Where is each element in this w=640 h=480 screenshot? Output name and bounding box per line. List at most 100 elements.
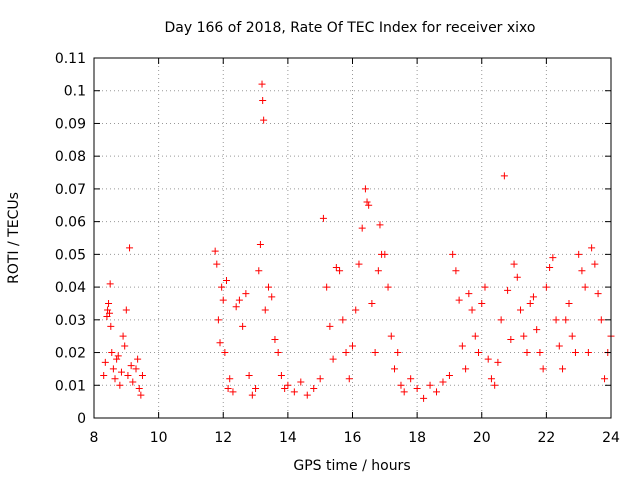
y-tick-label: 0.1	[64, 84, 86, 100]
x-tick-label: 18	[408, 430, 426, 446]
data-point	[601, 375, 609, 383]
data-point	[475, 349, 483, 357]
data-point	[274, 349, 282, 357]
data-point	[497, 316, 505, 324]
data-point	[127, 362, 135, 370]
data-point	[391, 365, 399, 373]
data-point	[491, 381, 499, 389]
data-points	[100, 80, 615, 402]
data-point	[281, 385, 289, 393]
data-point	[303, 391, 311, 399]
data-point	[119, 332, 127, 340]
data-point	[449, 250, 457, 258]
data-point	[259, 97, 267, 105]
data-point	[132, 365, 140, 373]
data-point	[104, 306, 112, 314]
data-point	[487, 375, 495, 383]
data-point	[211, 247, 219, 255]
data-point	[109, 365, 117, 373]
data-point	[316, 375, 324, 383]
data-point	[571, 349, 579, 357]
data-point	[214, 316, 222, 324]
data-point	[106, 309, 114, 317]
data-point	[559, 365, 567, 373]
data-point	[255, 267, 263, 275]
y-tick-label: 0.07	[55, 182, 86, 198]
data-point	[252, 385, 260, 393]
data-point	[407, 375, 415, 383]
data-point	[137, 391, 145, 399]
data-point	[481, 283, 489, 291]
data-point	[397, 381, 405, 389]
y-axis-label: ROTI / TECUs	[6, 192, 22, 284]
data-point	[297, 378, 305, 386]
data-point	[277, 371, 285, 379]
data-point	[591, 260, 599, 268]
x-tick-label: 12	[214, 430, 232, 446]
data-point	[213, 260, 221, 268]
data-point	[114, 352, 122, 360]
data-point	[597, 316, 605, 324]
data-point	[138, 371, 146, 379]
data-point	[575, 250, 583, 258]
data-point	[116, 381, 124, 389]
data-point	[500, 172, 508, 180]
data-point	[445, 371, 453, 379]
data-point	[355, 260, 363, 268]
data-point	[108, 349, 116, 357]
data-point	[478, 299, 486, 307]
data-point	[271, 335, 279, 343]
data-point	[452, 267, 460, 275]
data-point	[368, 299, 376, 307]
axis-ticks	[93, 57, 612, 419]
data-point	[106, 280, 114, 288]
data-point	[239, 322, 247, 330]
data-point	[420, 394, 428, 402]
data-point	[232, 303, 240, 311]
data-point	[439, 378, 447, 386]
chart-title: Day 166 of 2018, Rate Of TEC Index for r…	[165, 20, 536, 36]
y-tick-label: 0.04	[55, 280, 86, 296]
data-point	[394, 349, 402, 357]
data-point	[256, 241, 264, 249]
data-point	[284, 381, 292, 389]
data-point	[549, 254, 557, 262]
data-point	[339, 316, 347, 324]
data-point	[319, 214, 327, 222]
data-point	[510, 260, 518, 268]
data-point	[562, 316, 570, 324]
data-point	[111, 375, 119, 383]
data-point	[310, 385, 318, 393]
x-tick-label: 22	[537, 430, 555, 446]
data-point	[594, 290, 602, 298]
data-point	[552, 316, 560, 324]
data-point	[332, 263, 340, 271]
data-point	[221, 349, 229, 357]
data-point	[578, 267, 586, 275]
data-point	[121, 342, 129, 350]
data-point	[494, 358, 502, 366]
data-point	[129, 378, 137, 386]
data-point	[536, 349, 544, 357]
data-point	[260, 116, 268, 124]
data-point	[529, 293, 537, 301]
data-point	[384, 283, 392, 291]
data-point	[216, 339, 224, 347]
data-point	[124, 371, 132, 379]
data-point	[465, 290, 473, 298]
data-point	[224, 385, 232, 393]
data-point	[268, 293, 276, 301]
data-point	[329, 355, 337, 363]
data-point	[365, 201, 373, 209]
data-point	[371, 349, 379, 357]
data-point	[458, 342, 466, 350]
data-point	[242, 290, 250, 298]
data-point	[520, 332, 528, 340]
data-point	[581, 283, 589, 291]
data-point	[504, 286, 512, 294]
y-tick-label: 0.05	[55, 247, 86, 263]
x-tick-label: 10	[150, 430, 168, 446]
data-point	[105, 299, 113, 307]
x-tick-label: 14	[279, 430, 297, 446]
